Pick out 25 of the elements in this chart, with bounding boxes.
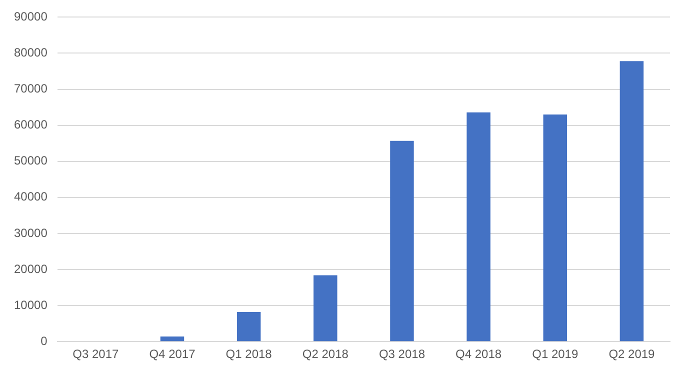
x-tick-label: Q4 2018 [456,347,502,362]
y-tick-label: 80000 [14,46,48,60]
x-tick-label: Q1 2018 [226,347,272,362]
x-tick-label: Q1 2019 [532,347,578,362]
y-tick-label: 20000 [14,262,48,276]
bar [160,336,184,342]
y-tick-label: 30000 [14,226,48,240]
x-tick-label: Q3 2017 [72,347,119,362]
x-tick-label: Q2 2018 [302,347,349,362]
y-tick-label: 70000 [14,82,48,96]
y-tick-label: 0 [40,334,48,348]
bar [390,140,414,342]
bar [543,114,567,342]
y-tick-label: 60000 [14,118,48,132]
x-tick-label: Q4 2017 [149,347,196,362]
bar [466,112,490,342]
bar [314,275,338,342]
bar [620,61,644,342]
y-tick-label: 10000 [14,298,48,312]
y-tick-label: 40000 [14,190,48,204]
y-tick-label: 90000 [14,10,48,24]
y-tick-label: 50000 [14,154,48,168]
x-tick-label: Q2 2019 [608,347,656,362]
bar [236,312,261,342]
x-tick-label: Q3 2018 [378,347,426,362]
